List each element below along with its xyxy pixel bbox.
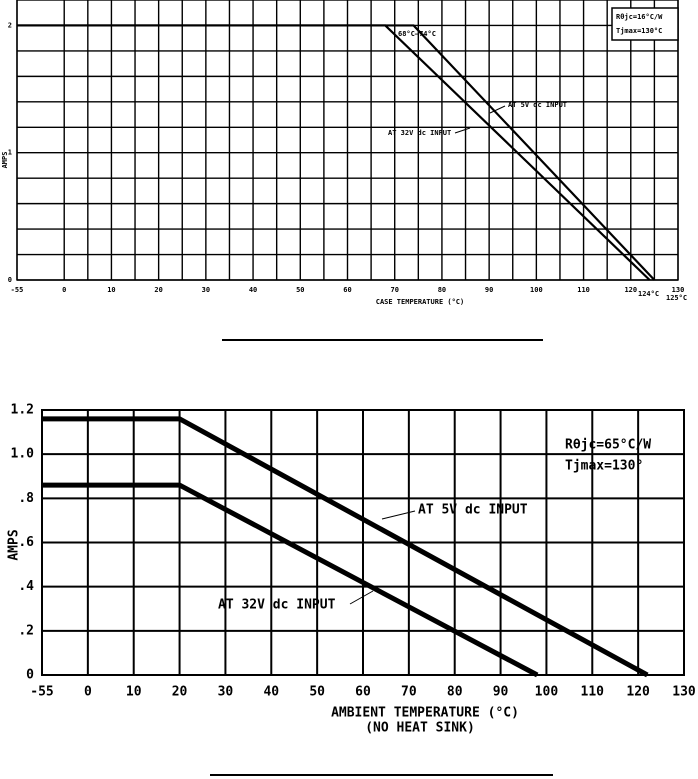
x-tick-label: 130 — [672, 685, 696, 700]
x-tick-label: 50 — [309, 685, 325, 700]
x-tick-label: 0 — [62, 286, 66, 294]
x-tick-label: 70 — [401, 685, 417, 700]
x-tick-label: 50 — [296, 286, 304, 294]
y-tick-label: 1.2 — [11, 403, 34, 418]
x-tick-label: 40 — [263, 685, 279, 700]
series-label: AT 5V dc INPUT — [508, 101, 567, 109]
y-tick-label: 2 — [8, 21, 12, 29]
x-tick-label: 70 — [390, 286, 398, 294]
y-axis-label: AMPS — [1, 152, 9, 169]
series-label: AT 5V dc INPUT — [418, 503, 528, 518]
x-tick-label: 30 — [202, 286, 210, 294]
x-tick-label: 10 — [126, 685, 142, 700]
series-label: AT 32V dc INPUT — [388, 129, 451, 137]
plot-frame — [16, 0, 679, 281]
legend-box-text: Tjmax=130°C — [616, 27, 662, 35]
series-line — [42, 416, 649, 678]
x-tick-label: 60 — [355, 685, 371, 700]
x-tick-label: 20 — [154, 286, 162, 294]
x-tick-label: 120 — [626, 685, 650, 700]
y-tick-label: .8 — [18, 491, 34, 506]
x-tick-label: -55 — [11, 286, 24, 294]
leader-line — [349, 590, 374, 605]
x-tick-label: 110 — [581, 685, 605, 700]
x-tick-label: 80 — [447, 685, 463, 700]
x-tick-label: 90 — [485, 286, 493, 294]
x-tick-label: 80 — [438, 286, 446, 294]
x-tick-label: 10 — [107, 286, 115, 294]
legend-box-text: Rθjc=16°C/W — [616, 13, 663, 21]
y-tick-label: 0 — [8, 276, 12, 284]
y-tick-label: .6 — [18, 535, 34, 550]
annotation: 124°C — [638, 290, 659, 298]
annotation: 125°C — [666, 294, 687, 302]
x-tick-label: 60 — [343, 286, 351, 294]
leader-line — [381, 510, 416, 520]
x-tick-label: 30 — [218, 685, 234, 700]
x-tick-label: 120 — [624, 286, 637, 294]
x-tick-label: 20 — [172, 685, 188, 700]
x-axis-label: AMBIENT TEMPERATURE (°C) — [331, 706, 519, 721]
plot-frame — [41, 409, 685, 676]
x-tick-label: -55 — [30, 685, 53, 700]
y-tick-label: 0 — [26, 668, 34, 683]
y-tick-label: .4 — [18, 579, 34, 594]
leader-line — [454, 127, 471, 134]
x-tick-label: 0 — [84, 685, 92, 700]
annotation: 68°C—74°C — [398, 30, 436, 38]
series-line — [17, 24, 651, 281]
leader-line — [489, 105, 506, 114]
series-line — [42, 482, 539, 678]
legend-box — [611, 7, 679, 41]
legend-box-text: Tjmax=130° — [565, 459, 643, 474]
x-tick-label: 90 — [493, 685, 509, 700]
y-tick-label: 1.0 — [11, 447, 35, 462]
x-tick-label: 110 — [577, 286, 590, 294]
x-tick-label: 40 — [249, 286, 257, 294]
series-label: AT 32V dc INPUT — [218, 598, 336, 613]
x-tick-label: 100 — [530, 286, 543, 294]
y-tick-label: 1 — [8, 149, 12, 157]
x-tick-label: 130 — [672, 286, 685, 294]
y-tick-label: .2 — [18, 623, 34, 638]
legend-box-text: Rθjc=65°C/W — [565, 438, 651, 453]
x-axis-note: (NO HEAT SINK) — [365, 721, 475, 736]
x-tick-label: 100 — [535, 685, 559, 700]
y-axis-label: AMPS — [7, 529, 22, 560]
x-axis-label: CASE TEMPERATURE (°C) — [376, 298, 465, 306]
